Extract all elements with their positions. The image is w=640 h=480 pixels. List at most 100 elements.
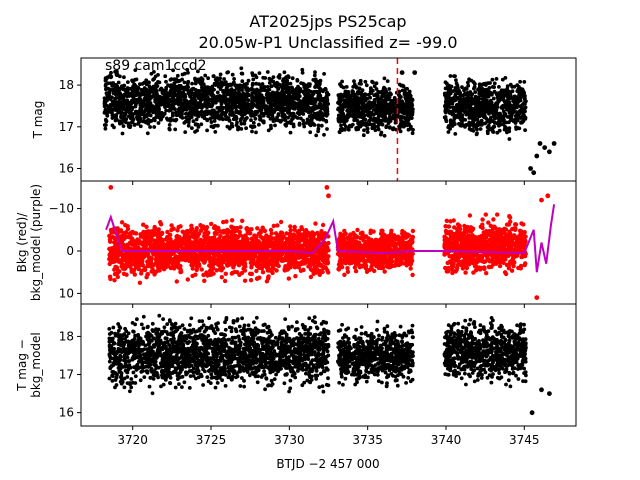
data-point: [341, 85, 346, 90]
data-point: [464, 96, 469, 101]
data-point: [410, 131, 415, 136]
data-point: [374, 119, 379, 124]
data-point: [209, 221, 214, 227]
data-point: [290, 99, 295, 104]
data-point: [227, 107, 232, 112]
data-point: [171, 118, 176, 122]
data-point: [336, 113, 341, 118]
data-point: [276, 107, 281, 112]
data-point: [288, 81, 293, 86]
data-point: [104, 123, 108, 127]
data-point: [170, 113, 175, 118]
data-point: [185, 228, 190, 234]
data-point: [339, 107, 344, 112]
plot-area-1: [102, 58, 557, 181]
data-point: [242, 111, 246, 115]
data-point: [388, 114, 392, 119]
data-point: [338, 98, 342, 103]
data-point: [273, 94, 277, 98]
data-point: [507, 137, 512, 141]
data-point: [153, 74, 158, 79]
data-point: [476, 120, 481, 124]
data-point: [267, 81, 272, 85]
data-point: [316, 123, 321, 128]
data-point: [290, 76, 295, 81]
data-point: [360, 119, 364, 124]
data-point: [387, 87, 392, 91]
data-point: [461, 93, 465, 98]
data-point: [464, 123, 469, 127]
data-point: [351, 85, 356, 89]
data-point: [152, 125, 157, 129]
data-point: [376, 96, 381, 101]
data-point: [249, 118, 253, 123]
data-point: [217, 117, 222, 121]
data-point: [171, 105, 176, 109]
data-point: [500, 77, 505, 82]
data-point: [245, 101, 250, 106]
data-point: [518, 79, 522, 84]
data-point: [137, 95, 142, 100]
data-point: [223, 100, 228, 104]
data-point: [272, 103, 277, 108]
data-point: [198, 223, 203, 228]
data-point: [367, 119, 372, 123]
data-point: [292, 106, 297, 111]
data-point: [186, 70, 190, 75]
data-point: [191, 119, 196, 124]
data-point: [457, 122, 461, 126]
data-point: [318, 115, 323, 120]
data-point: [111, 100, 115, 105]
data-point: [172, 77, 177, 82]
data-point: [450, 109, 455, 114]
data-point: [408, 101, 413, 106]
data-point: [146, 92, 151, 97]
data-point: [467, 123, 472, 128]
data-point: [470, 92, 474, 97]
data-point: [288, 228, 293, 233]
data-point: [405, 114, 409, 119]
data-point: [231, 100, 236, 105]
data-point: [513, 119, 518, 124]
data-point: [226, 102, 231, 107]
data-point: [515, 97, 519, 101]
data-point: [224, 88, 229, 93]
data-point: [316, 85, 321, 89]
data-point: [211, 74, 216, 79]
data-point: [239, 126, 244, 131]
data-point: [129, 112, 134, 117]
data-point: [109, 70, 113, 75]
data-point: [187, 111, 192, 115]
annotation-label: s89 cam1ccd2: [105, 58, 207, 74]
data-point: [182, 97, 187, 102]
data-point: [128, 101, 133, 106]
data-point: [510, 85, 515, 89]
data-point: [455, 83, 460, 88]
data-point: [407, 123, 411, 127]
data-point: [277, 73, 282, 77]
data-point: [469, 127, 474, 132]
data-point: [236, 104, 241, 109]
data-point: [268, 227, 274, 233]
data-point: [254, 234, 259, 240]
data-point: [263, 104, 267, 109]
data-point: [386, 121, 391, 125]
data-point: [374, 87, 379, 91]
data-point: [371, 122, 376, 126]
data-point: [521, 110, 525, 115]
data-point: [110, 123, 115, 128]
data-point: [153, 97, 158, 102]
data-point: [386, 118, 391, 123]
data-point: [471, 119, 476, 124]
data-point: [295, 116, 300, 120]
data-point: [345, 90, 349, 95]
data-point: [458, 91, 462, 96]
data-point: [514, 113, 519, 118]
data-point: [137, 280, 143, 285]
data-point: [452, 95, 456, 100]
data-point: [400, 109, 404, 113]
data-point: [159, 117, 164, 121]
data-point: [267, 97, 272, 101]
data-point: [285, 81, 290, 86]
data-point: [501, 116, 505, 120]
